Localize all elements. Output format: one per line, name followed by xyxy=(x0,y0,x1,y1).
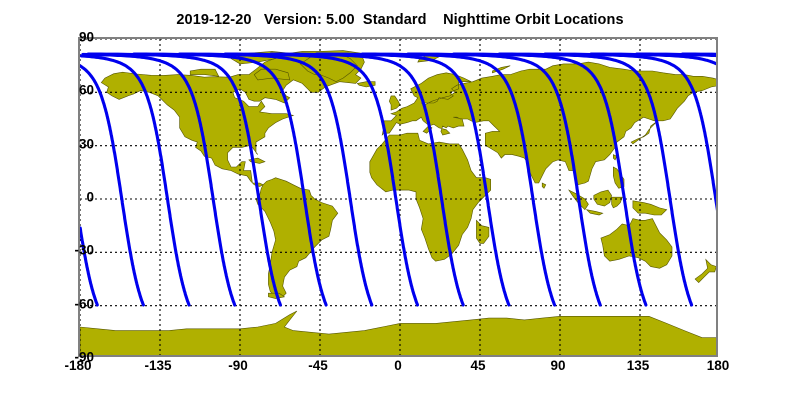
plot-area xyxy=(78,37,718,357)
x-tick-label: 180 xyxy=(706,358,730,373)
x-tick-label: -180 xyxy=(64,358,92,373)
x-tick-label: 135 xyxy=(626,358,650,373)
orbit-track xyxy=(80,54,191,307)
landmass-madagascar xyxy=(476,219,490,244)
orbit-track xyxy=(178,52,374,307)
orbit-track xyxy=(452,52,648,307)
x-tick-label: 90 xyxy=(550,358,566,373)
page-title: 2019-12-20 Version: 5.00 Standard Nightt… xyxy=(176,12,624,28)
x-tick-label: -45 xyxy=(308,358,328,373)
gridlines xyxy=(80,39,716,355)
landmass-taiwan xyxy=(612,154,618,161)
orbit-track xyxy=(497,52,694,307)
landmass-north-america xyxy=(100,50,365,187)
orbit-tracks xyxy=(80,52,716,307)
landmass-sulawesi xyxy=(611,196,623,209)
x-tick-label: -135 xyxy=(144,358,172,373)
landmass-new-guinea xyxy=(632,200,668,216)
orbit-track xyxy=(589,52,716,66)
orbit-track xyxy=(315,52,511,307)
orbit-track xyxy=(406,52,602,307)
landmass-uk xyxy=(388,95,401,111)
orbit-track xyxy=(132,52,328,307)
orbit-track xyxy=(269,52,465,307)
landmass-sri-lanka xyxy=(541,182,547,189)
landmass-south-america xyxy=(255,177,339,298)
x-tick-label: -90 xyxy=(228,358,248,373)
world-map-svg xyxy=(80,39,716,355)
plot-frame xyxy=(78,37,718,357)
x-tick-label: 0 xyxy=(394,358,402,373)
orbit-track xyxy=(80,226,99,307)
x-tick-label: 45 xyxy=(470,358,486,373)
orbit-track xyxy=(223,52,420,307)
orbit-track xyxy=(360,52,557,307)
landmass-borneo xyxy=(593,189,612,207)
orbit-track xyxy=(80,64,145,307)
landmasses xyxy=(80,50,716,355)
landmass-new-zealand xyxy=(694,258,716,284)
landmass-antarctica xyxy=(80,310,716,355)
orbit-track xyxy=(81,52,237,307)
orbit-track xyxy=(543,52,716,212)
landmass-victoria xyxy=(189,68,220,77)
landmass-java xyxy=(585,209,604,216)
orbit-track xyxy=(86,52,282,307)
